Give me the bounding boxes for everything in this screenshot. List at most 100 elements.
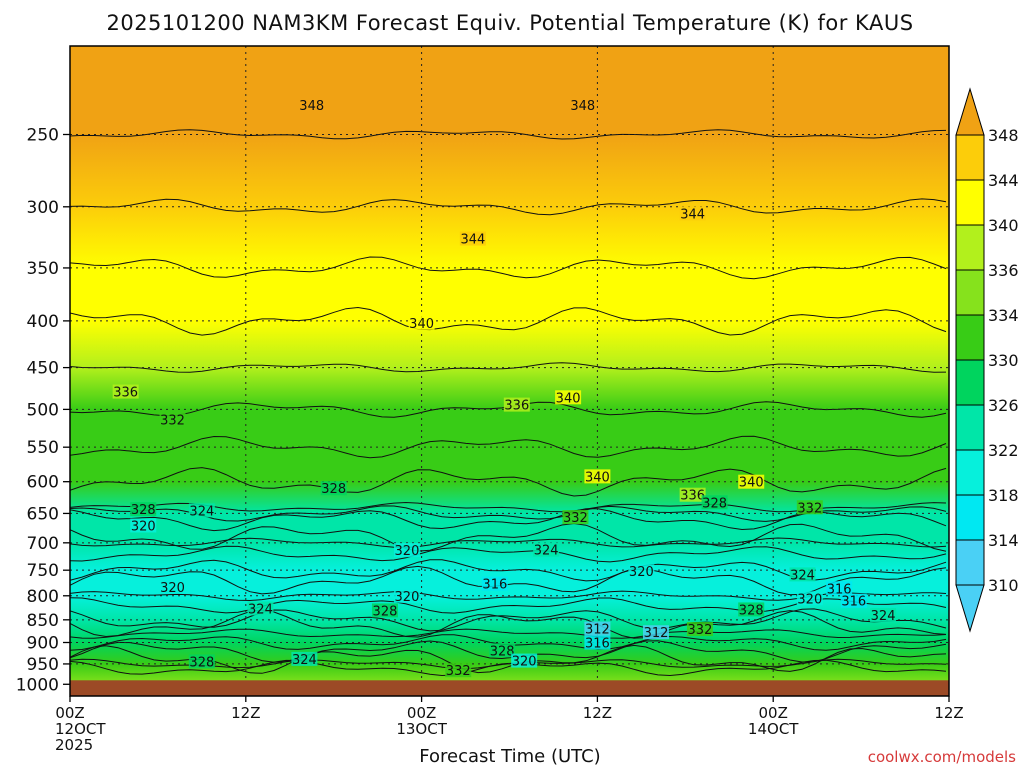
- contour-label-bg: [489, 643, 516, 658]
- contour-line: [70, 362, 947, 373]
- colorbar-segment: [956, 270, 984, 315]
- contour-label: 320: [395, 544, 420, 559]
- y-tick-label: 900: [27, 633, 59, 653]
- contour-label: 316: [841, 595, 866, 610]
- colorbar-segment: [956, 360, 984, 405]
- contour-label-bg: [701, 495, 728, 510]
- colorbar-segment: [956, 180, 984, 225]
- colorbar-label: 344: [988, 171, 1019, 190]
- contour-label: 328: [321, 482, 346, 497]
- colorbar-label: 326: [988, 396, 1019, 415]
- contour-label-bg: [371, 603, 398, 618]
- colorbar-label: 348: [988, 126, 1019, 145]
- contour-label-bg: [796, 500, 823, 515]
- contour-label-bg: [569, 97, 596, 112]
- contour-label-bg: [159, 412, 186, 427]
- contour-label-bg: [503, 397, 530, 412]
- contour-label: 336: [504, 399, 529, 414]
- contour-label-bg: [679, 206, 706, 221]
- contour-label-bg: [393, 588, 420, 603]
- contour-label: 332: [160, 414, 185, 429]
- contour-line: [70, 609, 947, 639]
- contour-label: 328: [702, 496, 727, 511]
- contour-label: 316: [482, 578, 507, 593]
- contour-label: 324: [292, 653, 317, 668]
- colorbar-segment: [956, 405, 984, 450]
- contour-label-bg: [130, 518, 157, 533]
- contour-labels: 348 348 344 344 340 340 340 340 336 336 336 332 332 3…: [112, 97, 897, 679]
- colorbar-label: 314: [988, 531, 1019, 550]
- x-tick-label: 12Z: [583, 704, 612, 722]
- plot-area: 348 348 344 344 340 340 340 340 336 336 336 332 332 3…: [69, 45, 950, 697]
- contour-line: [70, 306, 947, 336]
- contour-label: 336: [680, 489, 705, 504]
- contour-label-bg: [130, 502, 157, 517]
- contour-label: 324: [534, 544, 559, 559]
- contour-line: [70, 505, 947, 522]
- x-axis-label: Forecast Time (UTC): [419, 746, 600, 767]
- contour-label: 340: [585, 470, 610, 485]
- x-tick-label: 00Z: [407, 704, 436, 722]
- y-tick-label: 750: [27, 561, 59, 581]
- contour-label: 348: [570, 99, 595, 114]
- y-tick-label: 700: [27, 534, 59, 554]
- contour-line: [70, 608, 947, 632]
- y-tick-label: 950: [27, 655, 59, 675]
- x-tick-label: 00Z: [759, 704, 788, 722]
- contour-label: 316: [585, 636, 610, 651]
- chart-title: 2025101200 NAM3KM Forecast Equiv. Potent…: [106, 11, 913, 35]
- contour-label-bg: [459, 231, 486, 246]
- contour-label: 328: [490, 644, 515, 659]
- contour-label: 328: [131, 503, 156, 518]
- contour-line: [70, 467, 947, 497]
- contour-label-bg: [408, 315, 435, 330]
- colorbar-segment: [956, 495, 984, 540]
- contour-label: 332: [446, 664, 471, 679]
- contour-label-bg: [840, 593, 867, 608]
- contour-label-bg: [298, 97, 325, 112]
- contour-label: 320: [512, 655, 537, 670]
- y-tick-label: 450: [27, 359, 59, 379]
- contour-label: 328: [373, 604, 398, 619]
- contour-label: 348: [299, 99, 324, 114]
- contour-line: [70, 198, 947, 216]
- contour-label-bg: [188, 503, 215, 518]
- contour-label: 344: [680, 207, 705, 222]
- contour-line: [70, 256, 947, 280]
- y-tick-label: 850: [27, 611, 59, 631]
- x-tick-label: 13OCT: [396, 720, 447, 738]
- contour-label-bg: [584, 621, 611, 636]
- colorbar-label: 334: [988, 306, 1019, 325]
- contour-label-bg: [686, 622, 713, 637]
- contour-line: [70, 644, 947, 674]
- contour-label: 328: [739, 603, 764, 618]
- colorbar-label: 340: [988, 216, 1019, 235]
- contour-label-bg: [393, 543, 420, 558]
- contour-label: 340: [409, 317, 434, 332]
- x-tick-label: 2025: [55, 736, 93, 754]
- contour-label-bg: [247, 601, 274, 616]
- contour-label-bg: [562, 510, 589, 525]
- contour-label-bg: [826, 581, 853, 596]
- plot-border: [69, 45, 950, 697]
- contour-line: [70, 435, 947, 459]
- colorbar-segment: [956, 315, 984, 360]
- colorbar-arrow-low: [955, 584, 985, 633]
- contour-label: 316: [827, 582, 852, 597]
- contour-label-bg: [533, 542, 560, 557]
- contour-line: [70, 129, 947, 140]
- contour-label: 332: [688, 623, 713, 638]
- colorbar-label: 310: [988, 576, 1019, 595]
- contour-label-bg: [291, 651, 318, 666]
- contour-label-bg: [738, 602, 765, 617]
- colorbar-label: 318: [988, 486, 1019, 505]
- contour-label: 340: [739, 476, 764, 491]
- colorbar-label: 330: [988, 351, 1019, 370]
- contour-label: 324: [790, 568, 815, 583]
- theta-e-field: [70, 46, 949, 696]
- y-tick-label: 650: [27, 504, 59, 524]
- contour-label-bg: [738, 474, 765, 489]
- contour-label-bg: [584, 469, 611, 484]
